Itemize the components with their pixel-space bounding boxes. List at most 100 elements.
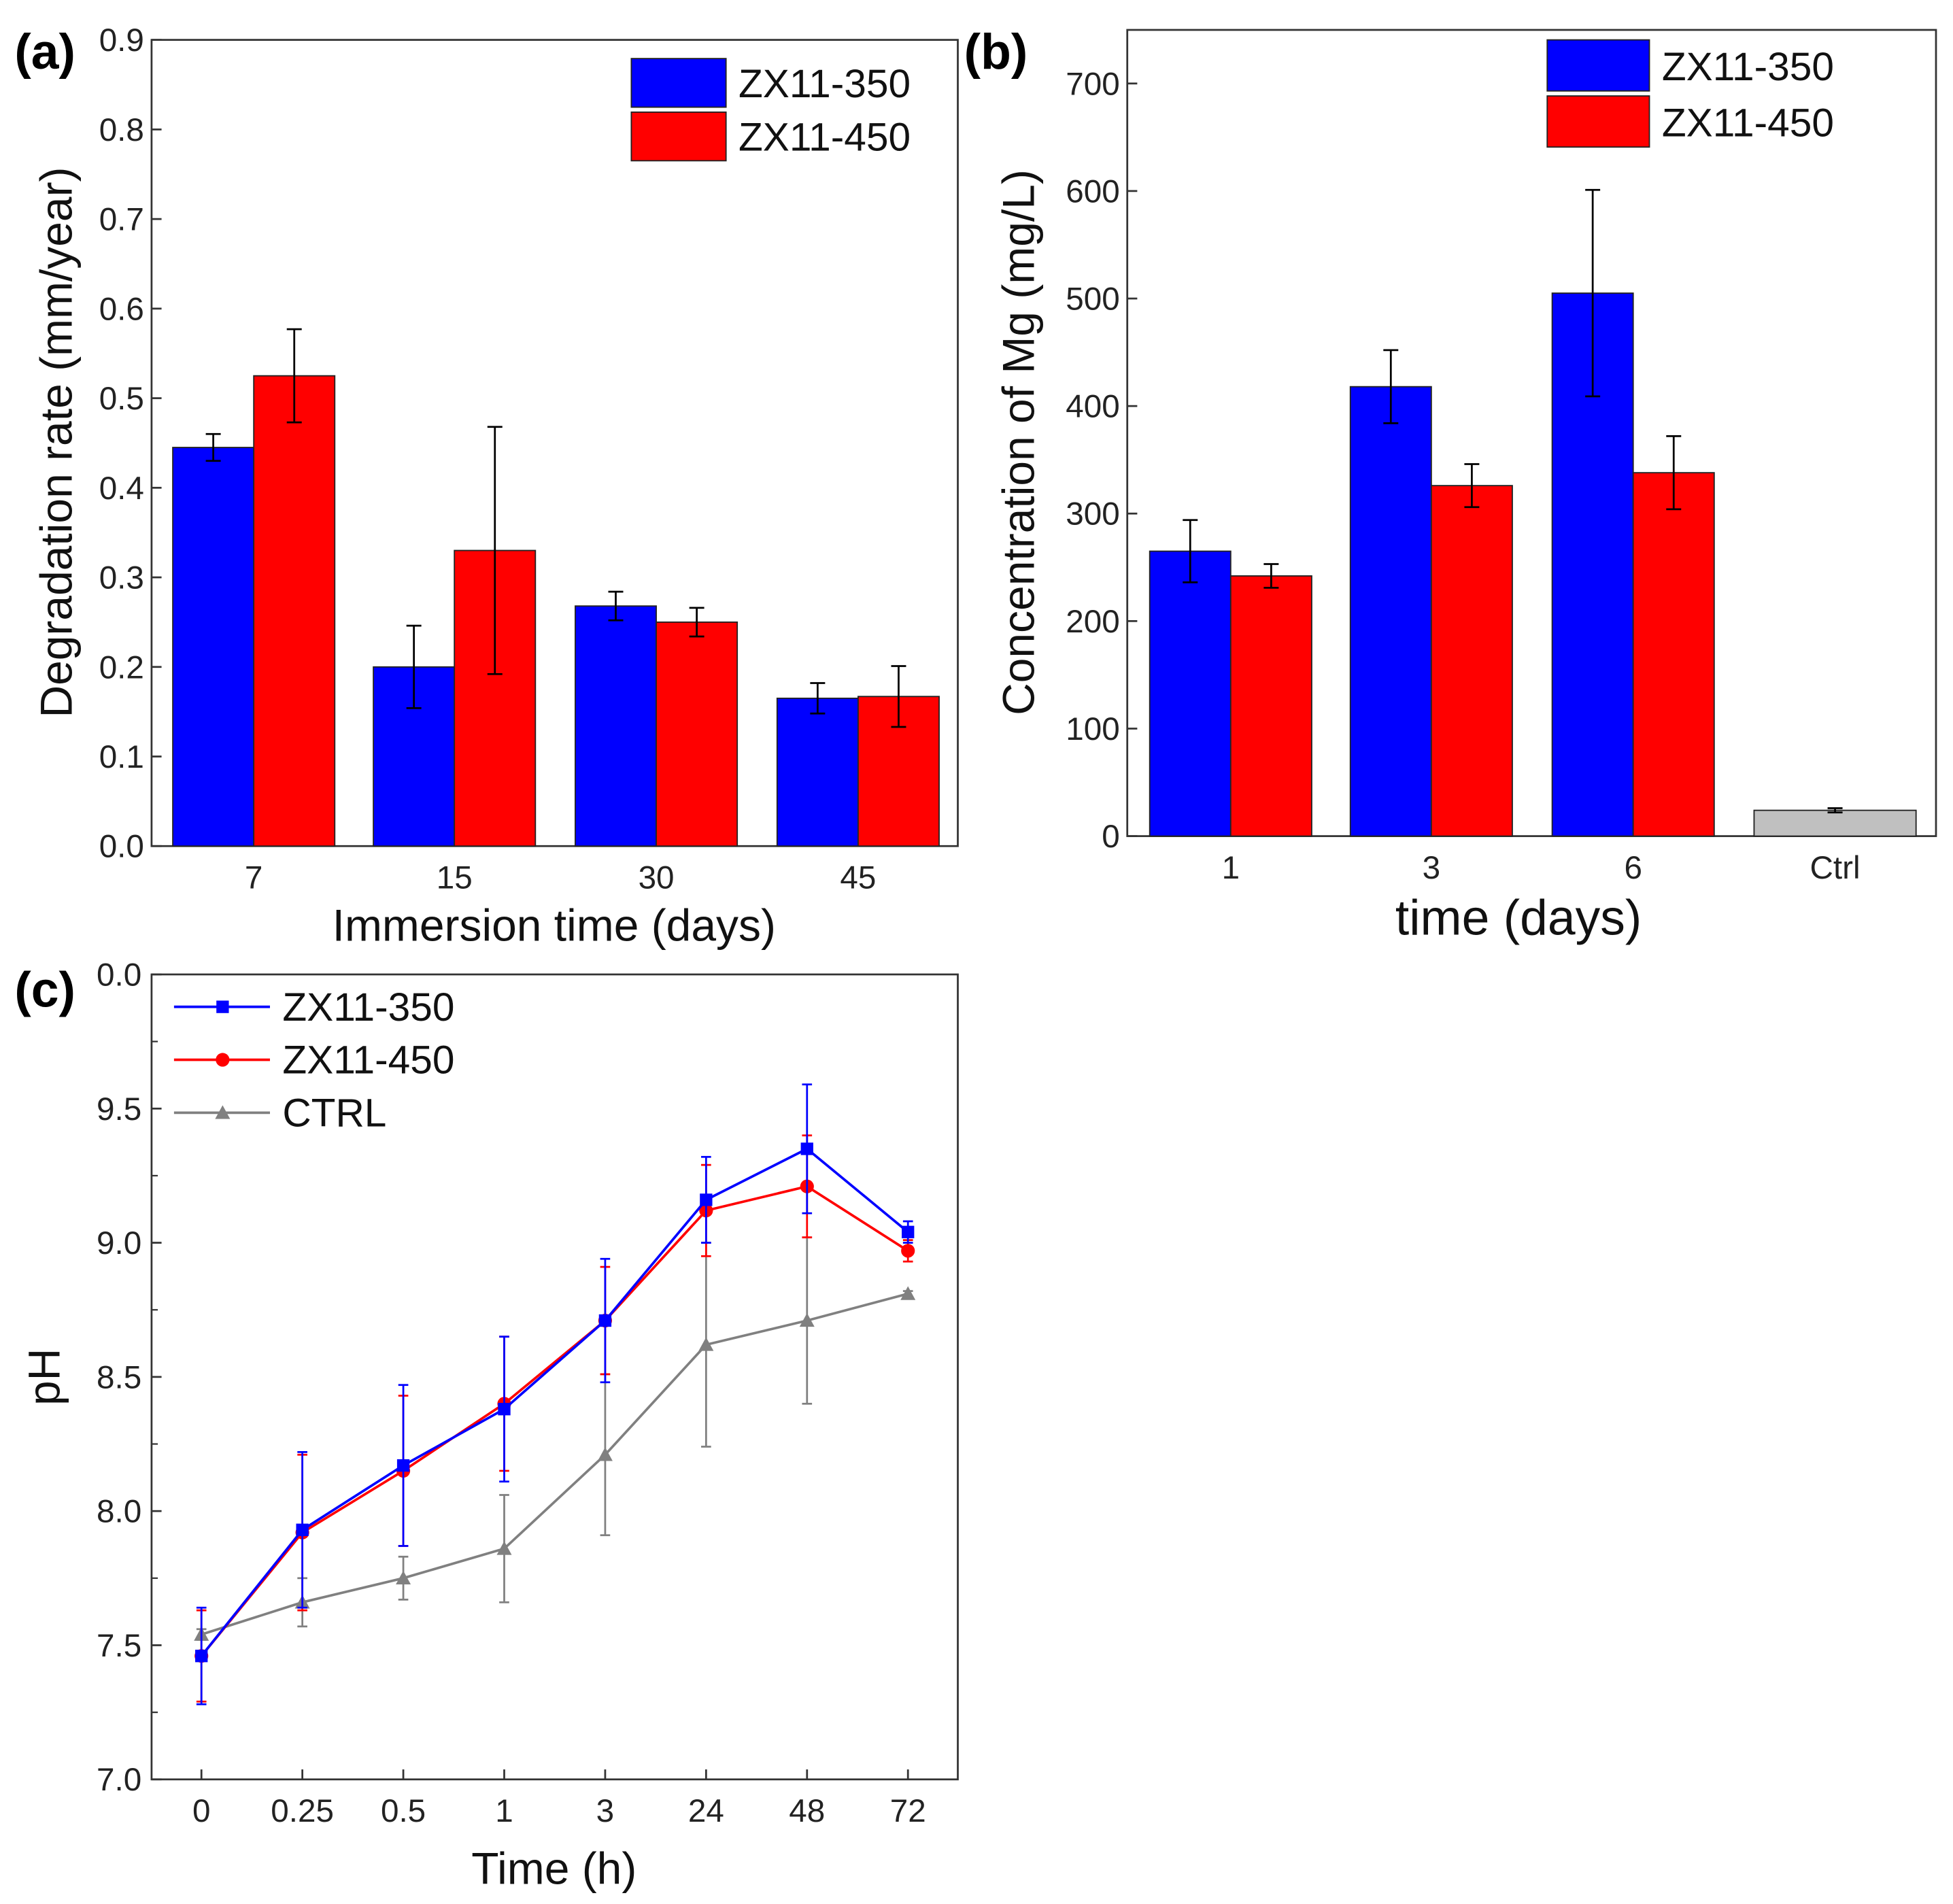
panel-c-ytick-label: 7.0 (97, 1762, 141, 1798)
panel-b-ytick-label: 0 (1102, 819, 1120, 855)
panel-b-legend-swatch-zx11-450 (1546, 95, 1650, 148)
panel-c-xtick-label: 0 (192, 1793, 211, 1829)
panel-a-bar-zx11-450-30 (656, 621, 738, 847)
panel-c-line-zx11-450 (200, 1185, 909, 1657)
panel-a-bar-zx11-350-7 (172, 447, 255, 847)
panel-a-ytick-label: 0.5 (99, 381, 144, 417)
panel-c-ytick-label: 0.0 (97, 957, 141, 993)
panel-b-bar-zx11-350-1 (1149, 550, 1232, 837)
panel-b-legend-swatch-zx11-350 (1546, 39, 1650, 92)
panel-c-ytick-label: 9.5 (97, 1091, 141, 1127)
panel-c-ytick-label: 8.5 (97, 1359, 141, 1395)
panel-a-xtick-label: 7 (245, 860, 262, 896)
panel-a-legend-swatch-zx11-450 (630, 112, 727, 162)
panel-c-point-zx11-350-1 (498, 1403, 511, 1416)
panel-c-ytick-label: 7.5 (97, 1628, 141, 1664)
panel-b-legend-label-zx11-350: ZX11-350 (1662, 45, 1834, 89)
panel-b-xtick-label: 1 (1222, 850, 1240, 886)
panel-b-ytick-label: 400 (1066, 389, 1119, 425)
panel-a-legend-label-zx11-450: ZX11-450 (738, 116, 911, 160)
panel-a-ytick-label: 0.3 (99, 560, 144, 596)
panel-a-degradation-rate: (a) Immersion time (days) Degradation ra… (14, 22, 959, 951)
panel-a-bar-zx11-350-30 (575, 605, 657, 847)
panel-c-ylabel: pH (18, 1348, 69, 1406)
panel-c-xtick-label: 0.25 (271, 1793, 334, 1829)
panel-a-ytick-label: 0.8 (99, 112, 144, 148)
panel-c-point-zx11-450-72 (901, 1244, 915, 1258)
panel-b-label: (b) (964, 24, 1028, 80)
panel-a-ylabel: Degradation rate (mm/year) (31, 167, 82, 717)
panel-b-ytick-label: 300 (1066, 496, 1119, 532)
panel-c-legend-marker-zx11-350 (216, 1000, 229, 1013)
panel-b-plot-frame (1126, 29, 1937, 837)
panel-b-xtick-label: Ctrl (1810, 850, 1861, 886)
panel-b-mg-concentration: (b) time (days) Concentration of Mg (mg/… (964, 24, 1937, 945)
panel-c-point-ctrl-48 (799, 1313, 815, 1327)
panel-b-bar-zx11-450-3 (1430, 485, 1513, 837)
panel-c-xtick-label: 24 (688, 1793, 724, 1829)
panel-b-xtick-label: 6 (1624, 850, 1642, 886)
panel-a-ytick-label: 0.9 (99, 22, 144, 58)
panel-b-ytick-label: 500 (1066, 281, 1119, 317)
panel-a-legend-swatch-zx11-350 (630, 58, 727, 108)
panel-c-xtick-label: 0.5 (381, 1793, 426, 1829)
panel-a-bar-zx11-450-15 (454, 549, 537, 847)
panel-b-xtick-label: 3 (1423, 850, 1441, 886)
panel-a-ytick-label: 0.0 (99, 829, 144, 865)
panel-c-point-ctrl-1 (496, 1541, 512, 1555)
panel-c-ytick-label: 9.0 (97, 1225, 141, 1261)
panel-c-legend-label-zx11-350: ZX11-350 (282, 985, 454, 1030)
panel-c-xtick-label: 48 (789, 1793, 825, 1829)
panel-c-legend-label-zx11-450: ZX11-450 (282, 1038, 454, 1083)
panel-c-line-zx11-350 (200, 1147, 909, 1657)
panel-a-ytick-label: 0.7 (99, 202, 144, 238)
panel-c-label: (c) (14, 962, 75, 1018)
panel-a-xtick-label: 15 (437, 860, 473, 896)
panel-a-bar-zx11-450-7 (253, 375, 336, 847)
panel-b-ytick-label: 600 (1066, 173, 1119, 209)
panel-b-bar-zx11-350-3 (1349, 386, 1432, 837)
panel-c-xtick-label: 3 (596, 1793, 615, 1829)
panel-a-xlabel: Immersion time (days) (333, 900, 776, 951)
panel-c-ph: (c) Time (h) pH 7.0 7.5 8.0 8.5 9.0 9.5 0.0 0 0.… (14, 957, 959, 1894)
panel-b-legend-label-zx11-450: ZX11-450 (1662, 101, 1834, 145)
panel-c-line-ctrl (201, 1292, 908, 1636)
panel-a-xtick-label: 45 (840, 860, 876, 896)
panel-b-xlabel: time (days) (1395, 889, 1642, 945)
panel-c-xlabel: Time (h) (471, 1843, 636, 1894)
panel-c-point-zx11-350-72 (902, 1225, 915, 1238)
panel-a-label: (a) (14, 24, 75, 80)
panel-c-point-zx11-350-24 (700, 1193, 713, 1206)
panel-c-point-zx11-350-0 (195, 1650, 208, 1663)
panel-b-bar-ctrl (1753, 809, 1917, 837)
panel-a-xtick-label: 30 (639, 860, 675, 896)
panel-c-point-ctrl-3 (597, 1447, 613, 1461)
panel-c-xtick-label: 72 (890, 1793, 926, 1829)
panel-a-ytick-label: 0.2 (99, 649, 144, 685)
panel-b-ytick-label: 200 (1066, 604, 1119, 640)
panel-b-ylabel: Concentration of Mg (mg/L) (993, 169, 1043, 715)
panel-b-ytick-label: 700 (1066, 66, 1119, 102)
panel-a-ytick-label: 0.1 (99, 739, 144, 775)
panel-c-legend-marker-zx11-450 (216, 1053, 230, 1067)
panel-c-ytick-label: 8.0 (97, 1494, 141, 1530)
panel-c-xtick-label: 1 (495, 1793, 513, 1829)
panel-c-plot-frame (150, 973, 959, 1781)
panel-c-point-ctrl-24 (698, 1337, 714, 1351)
panel-c-legend-label-ctrl: CTRL (282, 1091, 386, 1136)
panel-a-legend-label-zx11-350: ZX11-350 (738, 62, 911, 106)
panel-a-plot-frame (150, 39, 959, 847)
panel-c-point-zx11-350-0.25 (296, 1523, 309, 1536)
panel-c-point-zx11-350-0.5 (396, 1459, 410, 1472)
panel-c-point-zx11-350-3 (598, 1314, 612, 1327)
panel-c-point-zx11-350-48 (800, 1142, 813, 1155)
panel-a-ytick-label: 0.4 (99, 471, 144, 507)
panel-a-bar-zx11-350-45 (776, 697, 859, 847)
panel-b-bar-zx11-450-6 (1632, 472, 1715, 837)
panel-c-legend-marker-ctrl (215, 1105, 231, 1119)
panel-b-ytick-label: 100 (1066, 711, 1119, 747)
panel-b-bar-zx11-450-1 (1229, 575, 1312, 837)
panel-c-point-ctrl-0.5 (396, 1570, 411, 1584)
panel-c-point-ctrl-72 (900, 1286, 916, 1300)
